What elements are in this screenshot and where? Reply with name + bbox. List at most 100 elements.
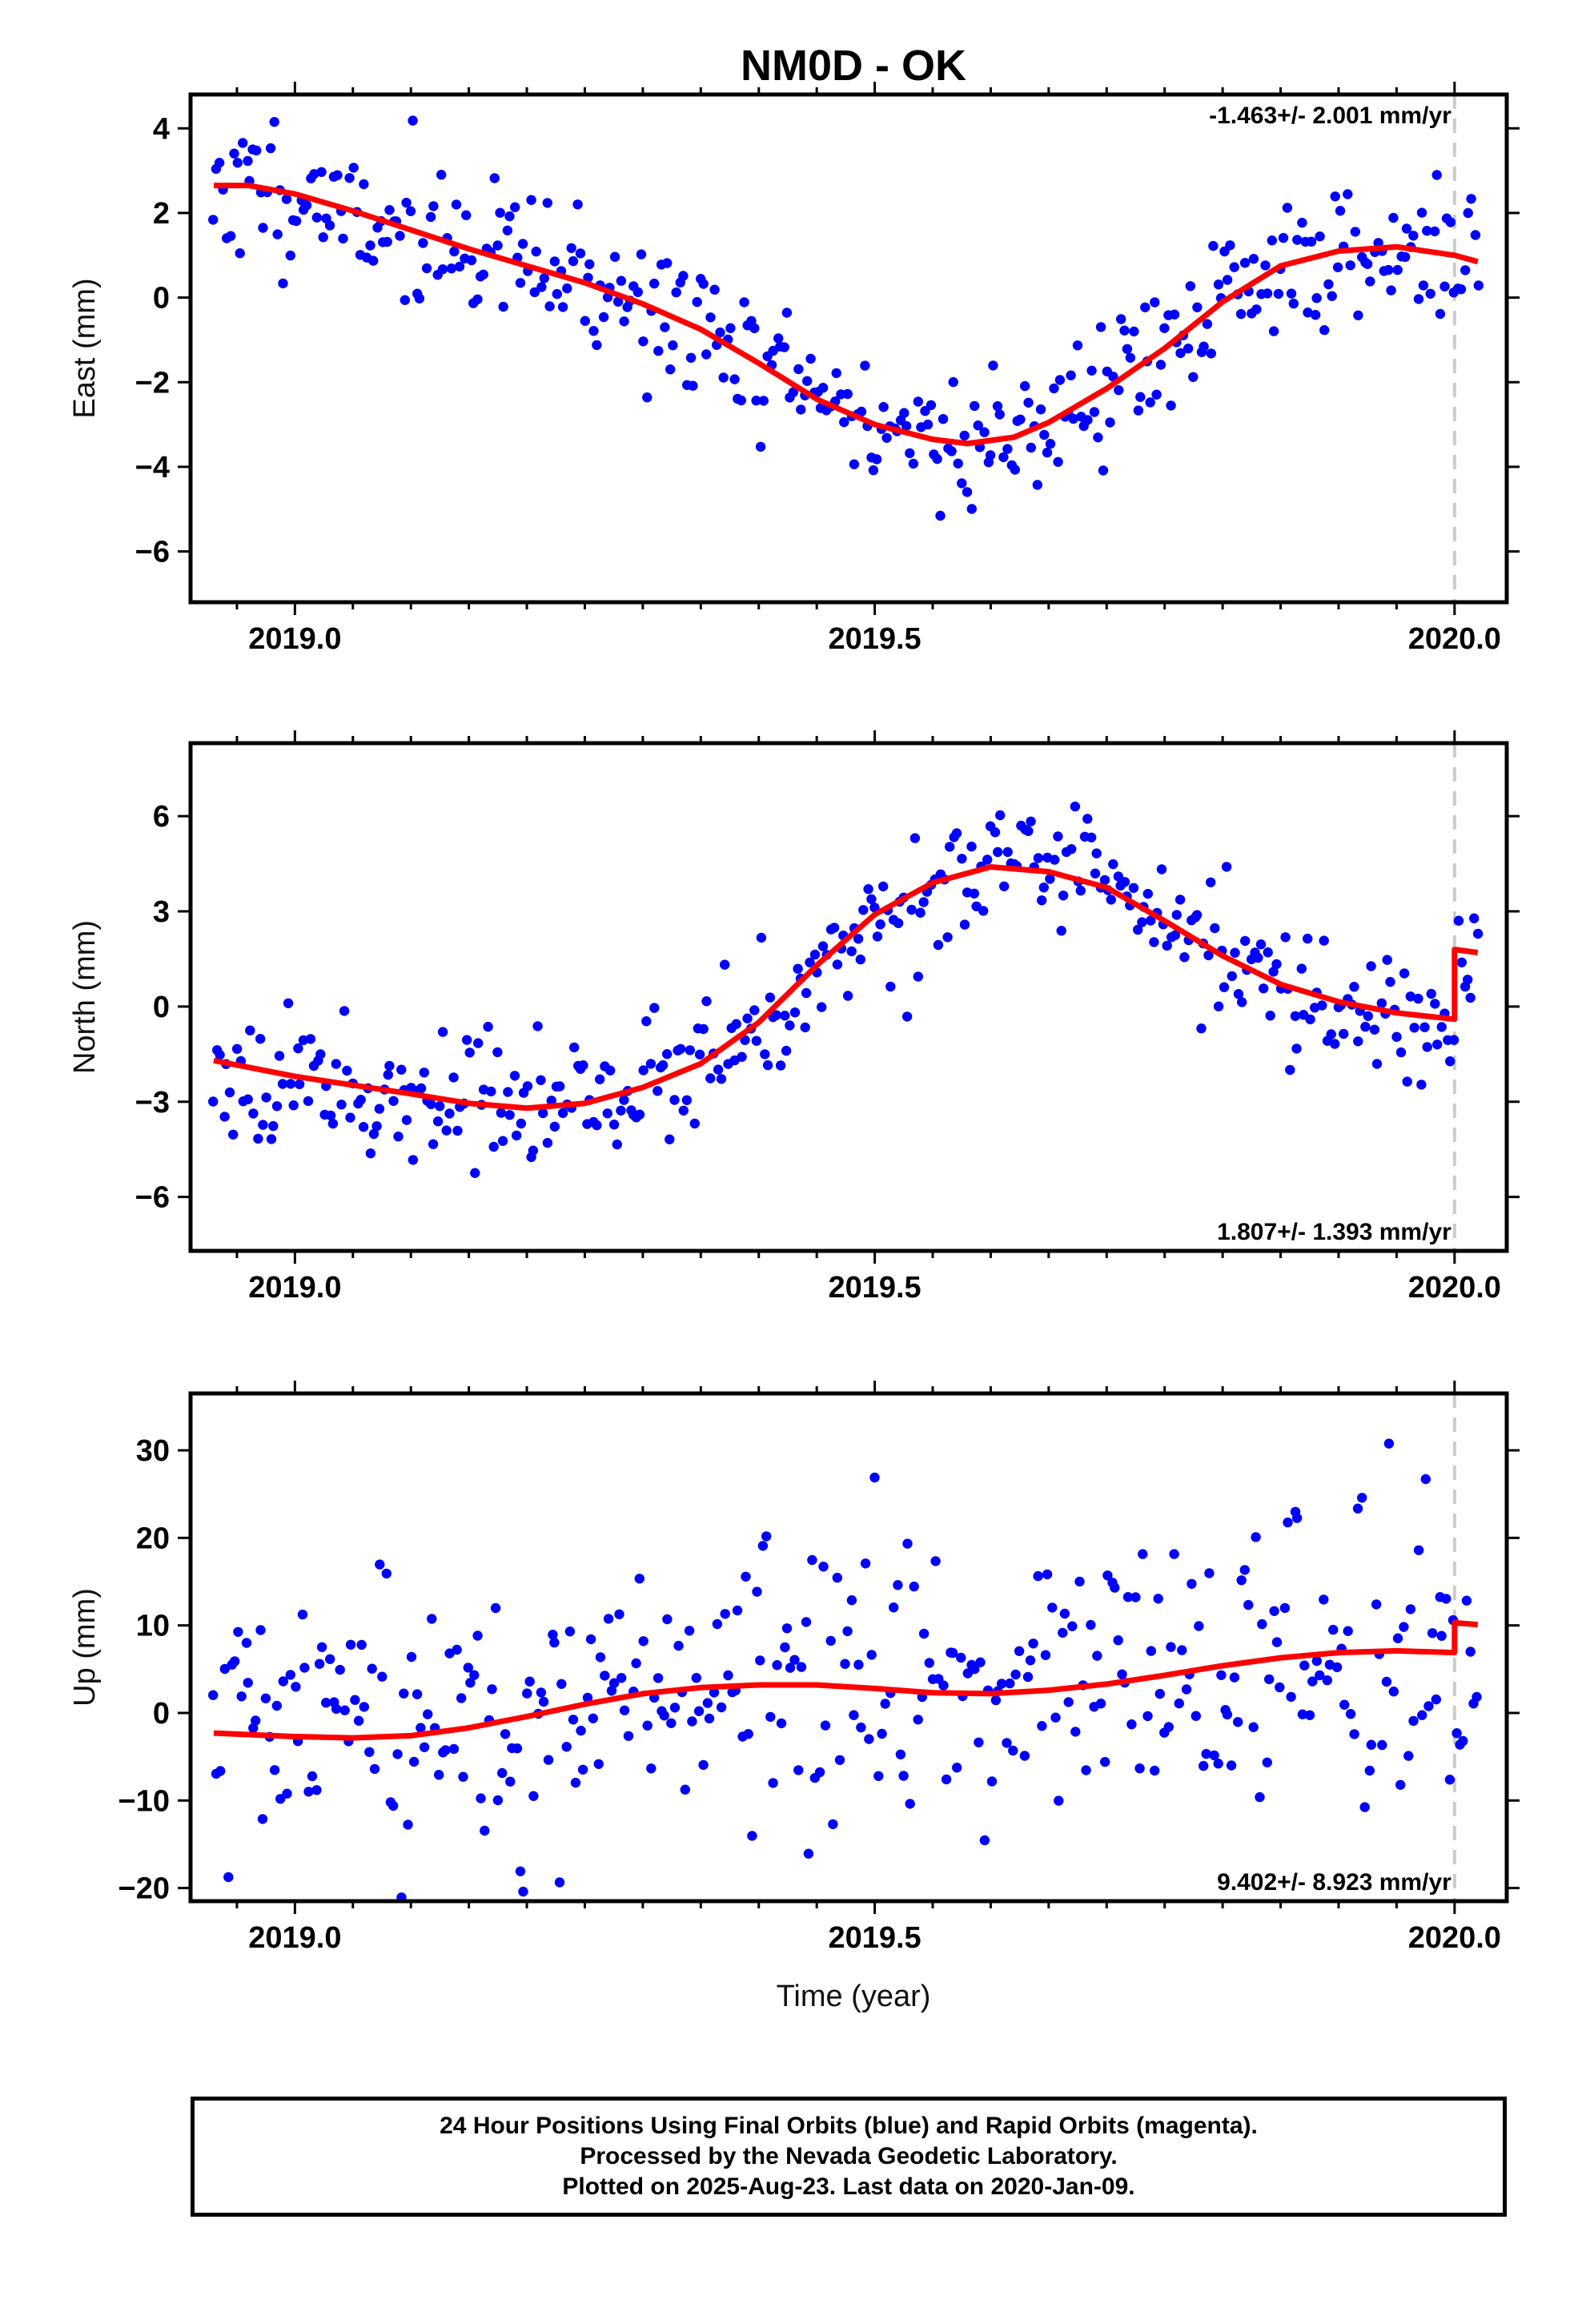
x-tick-label: 2019.0 [248, 622, 341, 656]
data-point [1452, 1728, 1462, 1739]
data-point [1366, 961, 1376, 971]
panel-2: 2019.0 2019.5 2020.0 −20 −10 0 10 20 30 Up (mm) 9.… [68, 1381, 1520, 1955]
data-point [395, 231, 405, 241]
data-point [251, 1715, 261, 1726]
data-point [1323, 279, 1334, 290]
data-point [419, 1742, 430, 1752]
data-point [517, 239, 528, 249]
data-point [297, 1609, 308, 1620]
data-point [1230, 947, 1240, 958]
data-point [1466, 194, 1476, 204]
data-point [1473, 280, 1484, 291]
data-point [1171, 910, 1182, 920]
data-point [1311, 1655, 1323, 1667]
data-point [478, 269, 488, 279]
data-point [685, 352, 697, 363]
data-point [526, 195, 536, 205]
data-point [747, 1831, 757, 1841]
data-point [1319, 1594, 1329, 1605]
data-point [1129, 326, 1139, 337]
data-point [814, 1767, 825, 1778]
data-point [556, 1679, 567, 1689]
data-point [725, 323, 736, 333]
data-point [946, 446, 957, 456]
data-point [652, 1086, 663, 1096]
data-point [832, 959, 843, 970]
data-point [1427, 1628, 1438, 1638]
data-point [817, 941, 829, 951]
data-point [1146, 915, 1156, 926]
panel-0: 2019.0 2019.5 2020.0 −6 −4 −2 0 2 4 East (mm) -1.4… [68, 77, 1520, 656]
data-point [416, 1083, 427, 1094]
data-point [446, 263, 457, 274]
data-point [817, 383, 829, 393]
data-point [505, 1776, 516, 1787]
data-point [539, 273, 549, 283]
data-point [500, 1729, 511, 1739]
data-point [780, 1642, 790, 1653]
data-point [1305, 1014, 1315, 1025]
data-point [1278, 232, 1289, 243]
data-point [557, 302, 568, 312]
data-point [1239, 1565, 1251, 1575]
data-point [502, 225, 513, 235]
data-point [585, 1634, 596, 1645]
data-point [258, 223, 268, 233]
data-point [465, 1678, 476, 1688]
data-point [488, 1141, 499, 1152]
data-point [938, 1680, 949, 1691]
data-point [392, 1749, 403, 1759]
footer-line-2: Processed by the Nevada Geodetic Laborat… [580, 2143, 1118, 2169]
data-point [577, 1764, 588, 1775]
y-tick-label: 3 [153, 895, 170, 929]
y-tick-label: 10 [136, 1610, 170, 1643]
data-point [893, 918, 904, 929]
data-point [324, 220, 335, 231]
data-point [665, 364, 676, 375]
data-point [953, 458, 963, 468]
data-point [219, 1112, 230, 1122]
data-point [271, 1700, 282, 1711]
data-point [427, 1614, 437, 1624]
data-point [992, 401, 1003, 412]
y-tick-label: −6 [135, 536, 170, 569]
data-point [1040, 1650, 1051, 1660]
data-point [383, 1069, 393, 1080]
data-point [631, 1658, 641, 1669]
data-point [1417, 1710, 1427, 1720]
data-point [1216, 1670, 1227, 1680]
data-point [1008, 1745, 1018, 1756]
data-point [608, 1678, 620, 1688]
data-point [846, 946, 857, 957]
data-point [208, 1690, 219, 1700]
data-point [293, 1043, 303, 1054]
fit-line [214, 183, 1479, 447]
data-point [673, 1640, 684, 1651]
data-point [1092, 1651, 1102, 1661]
data-point [421, 263, 432, 274]
data-point [718, 372, 729, 383]
data-point [952, 1763, 962, 1773]
data-point [299, 1663, 310, 1673]
data-point [268, 1120, 279, 1132]
data-point [462, 1035, 472, 1045]
data-point [341, 77, 351, 86]
data-point [970, 1664, 980, 1675]
data-point [866, 1650, 877, 1660]
data-point [765, 992, 776, 1003]
data-point [1285, 1064, 1295, 1076]
data-point [1100, 1756, 1110, 1767]
data-point [760, 1049, 770, 1059]
y-axis-title: East (mm) [68, 278, 102, 418]
data-point [224, 1087, 235, 1098]
data-point [1317, 1000, 1327, 1011]
data-point [780, 1011, 790, 1021]
data-point [1286, 288, 1297, 299]
data-point [538, 1108, 548, 1119]
data-point [538, 1696, 549, 1707]
data-point [856, 406, 867, 417]
rate-label: 1.807+/- 1.393 mm/yr [1217, 1219, 1452, 1245]
data-point [688, 380, 698, 391]
data-point [271, 1101, 283, 1112]
data-point [666, 1718, 677, 1728]
